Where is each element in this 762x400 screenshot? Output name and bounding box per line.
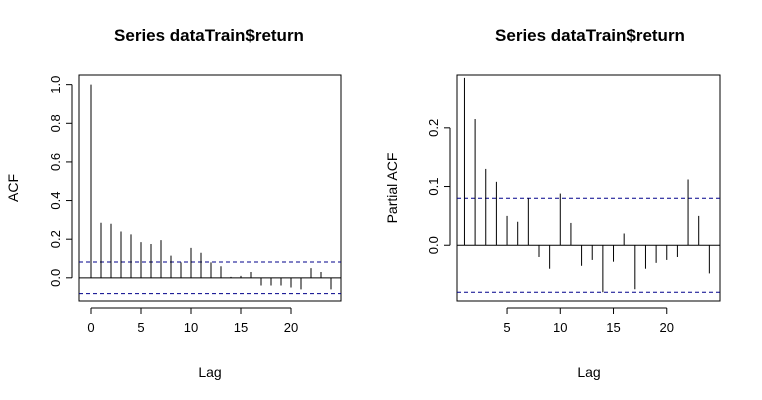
acf-chart-title: Series dataTrain$return (114, 26, 304, 45)
acf-x-tick-label: 20 (284, 320, 298, 335)
acf-y-tick-label: 1.0 (48, 76, 63, 94)
acf-y-axis-label: ACF (5, 174, 21, 202)
pacf-chart: Series dataTrain$return 5 10 15 20 0.0 0.1 0.2… (384, 26, 721, 380)
pacf-y-axis-label: Partial ACF (384, 153, 400, 224)
acf-bars (79, 84, 341, 295)
acf-x-tick-label: 0 (87, 320, 94, 335)
acf-chart: Series dataTrain$return 0 5 10 15 20 0.0 0.2 0.… (5, 26, 342, 380)
pacf-x-tick-label: 20 (660, 320, 674, 335)
pacf-axes: 5 10 15 20 0.0 0.1 0.2 (426, 119, 674, 335)
pacf-x-tick-label: 15 (606, 320, 620, 335)
pacf-y-tick-label: 0.1 (426, 177, 441, 195)
acf-x-axis-label: Lag (198, 364, 221, 380)
acf-plot-box (78, 74, 342, 302)
acf-x-tick-label: 5 (137, 320, 144, 335)
pacf-bars (457, 77, 720, 293)
acf-x-tick-label: 15 (234, 320, 248, 335)
acf-y-tick-label: 0.4 (48, 192, 63, 210)
pacf-chart-title: Series dataTrain$return (495, 26, 685, 45)
pacf-x-axis-label: Lag (577, 364, 600, 380)
pacf-y-tick-label: 0.2 (426, 119, 441, 137)
acf-y-tick-label: 0.0 (48, 269, 63, 287)
acf-y-tick-label: 0.6 (48, 153, 63, 171)
acf-y-tick-label: 0.2 (48, 230, 63, 248)
acf-x-tick-label: 10 (184, 320, 198, 335)
pacf-plot-box (456, 74, 721, 302)
acf-y-tick-label: 0.8 (48, 114, 63, 132)
pacf-x-tick-label: 10 (553, 320, 567, 335)
acf-axes: 0 5 10 15 20 0.0 0.2 0.4 0.6 0.8 1.0 (48, 76, 298, 335)
pacf-y-tick-label: 0.0 (426, 236, 441, 254)
pacf-x-tick-label: 5 (503, 320, 510, 335)
